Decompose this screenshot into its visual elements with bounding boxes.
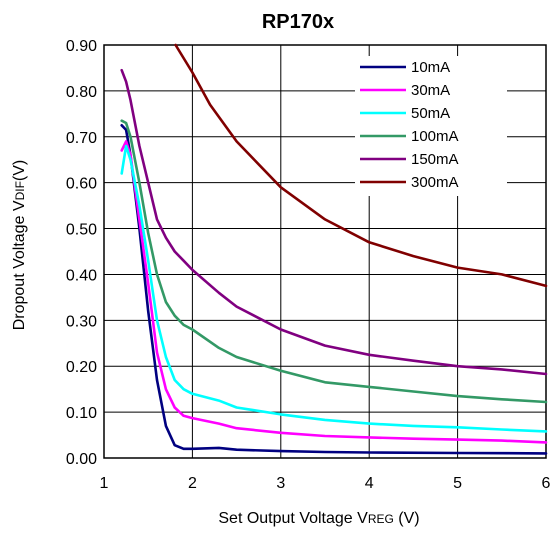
y-tick-label: 0.80: [66, 84, 97, 101]
y-axis-label-prefix: Dropout Voltage V: [11, 200, 28, 330]
series-line-100ma: [120, 119, 548, 404]
y-tick-label: 0.60: [66, 176, 97, 193]
x-axis-label-prefix: Set Output Voltage V: [218, 510, 368, 527]
series-lines: [120, 43, 548, 455]
y-tick-label: 0.70: [66, 130, 97, 147]
y-tick-label: 0.10: [66, 405, 97, 422]
y-tick-label: 0.20: [66, 359, 97, 376]
chart-title: RP170x: [262, 11, 334, 33]
x-tick-label: 2: [188, 475, 197, 492]
legend-label-100ma: 100mA: [411, 128, 459, 145]
x-axis-label-sub: REG: [368, 512, 394, 526]
x-tick-label: 1: [100, 475, 109, 492]
y-tick-label: 0.00: [66, 451, 97, 468]
series-line-30ma: [120, 140, 548, 444]
legend-label-10ma: 10mA: [411, 59, 450, 76]
y-axis-label: Dropout Voltage VDIF(V): [11, 160, 28, 331]
x-axis-label: Set Output Voltage VREG (V): [218, 510, 419, 527]
series-line-150ma: [120, 68, 548, 376]
x-tick-label: 4: [365, 475, 374, 492]
legend-background: [355, 56, 507, 196]
x-axis-label-suffix: (V): [394, 510, 420, 527]
plot-area-frame: [103, 44, 547, 459]
x-tick-label: 5: [453, 475, 462, 492]
x-tick-label: 3: [276, 475, 285, 492]
legend-label-50ma: 50mA: [411, 105, 450, 122]
grid-lines: [103, 44, 547, 459]
legend-label-150ma: 150mA: [411, 151, 459, 168]
legend-label-300ma: 300mA: [411, 174, 459, 191]
y-tick-label: 0.90: [66, 38, 97, 55]
y-axis-ticks: 0.00 0.10 0.20 0.30 0.40 0.50 0.60 0.70 0.80 0.90: [66, 38, 97, 468]
y-axis-label-suffix: (V): [11, 160, 28, 181]
y-axis-label-sub: DIF: [13, 181, 27, 200]
series-line-300ma: [174, 43, 548, 288]
x-axis-ticks: 1 2 3 4 5 6: [100, 475, 551, 492]
legend: 10mA 30mA 50mA 100mA 150mA 300mA: [355, 56, 507, 196]
x-tick-label: 6: [542, 475, 551, 492]
legend-label-30ma: 30mA: [411, 82, 450, 99]
y-tick-label: 0.40: [66, 267, 97, 284]
y-tick-label: 0.30: [66, 313, 97, 330]
series-line-50ma: [120, 144, 548, 433]
y-tick-label: 0.50: [66, 222, 97, 239]
